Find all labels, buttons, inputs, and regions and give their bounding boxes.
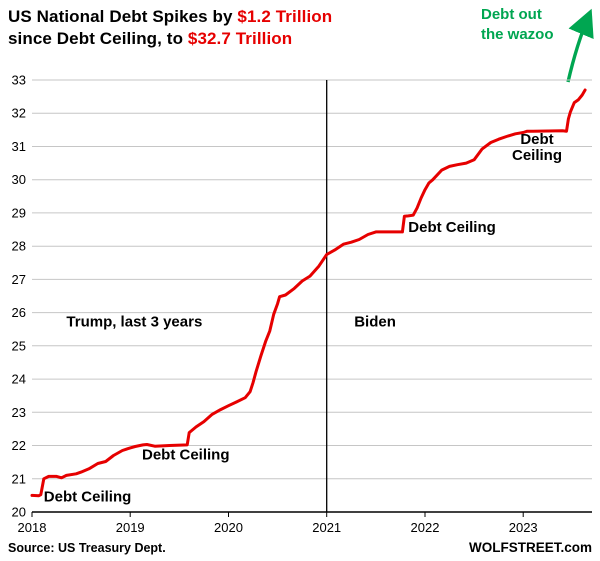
debt-wazoo-callout: Debt out the wazoo <box>481 5 554 44</box>
chart-annotation: Biden <box>354 314 396 331</box>
title-text-2: since Debt Ceiling, to <box>8 29 188 49</box>
debt-line <box>30 88 587 498</box>
y-tick-label: 31 <box>12 139 26 154</box>
x-tick-label: 2022 <box>411 520 440 535</box>
title-line-1: US National Debt Spikes by $1.2 Trillion <box>8 6 332 28</box>
x-tick-label: 2020 <box>214 520 243 535</box>
chart-annotation: Debt <box>520 131 553 148</box>
y-tick-label: 33 <box>12 73 26 88</box>
y-tick-label: 20 <box>12 505 26 520</box>
source-label: Source: US Treasury Dept. <box>8 541 166 555</box>
y-tick-label: 23 <box>12 405 26 420</box>
x-tick-label: 2021 <box>312 520 341 535</box>
title-highlight-2: $32.7 Trillion <box>187 29 293 49</box>
chart-annotation: Trump, last 3 years <box>66 314 202 331</box>
brand-label: WOLFSTREET.com <box>468 540 592 555</box>
y-tick-label: 30 <box>12 172 26 187</box>
callout-line-1: Debt out <box>481 6 542 23</box>
chart-annotation: Debt Ceiling <box>408 219 496 236</box>
title-line-2: since Debt Ceiling, to $32.7 Trillion <box>8 28 332 50</box>
y-tick-label: 32 <box>12 106 26 121</box>
y-tick-label: 29 <box>12 205 26 220</box>
x-tick-label: 2023 <box>509 520 538 535</box>
title-text-1: US National Debt Spikes by <box>8 7 238 26</box>
chart-annotation: Ceiling <box>512 147 562 164</box>
callout-line-2: the wazoo <box>481 25 554 43</box>
y-tick-label: 22 <box>12 438 26 453</box>
y-tick-label: 25 <box>12 338 26 353</box>
y-tick-label: 26 <box>12 305 26 320</box>
y-tick-label: 28 <box>12 239 26 254</box>
y-tick-label: 24 <box>12 372 26 387</box>
chart-annotation: Debt Ceiling <box>142 447 230 464</box>
y-tick-label: 21 <box>12 471 26 486</box>
title-highlight-1: $1.2 Trillion <box>237 7 333 26</box>
green-arrow-icon <box>566 8 594 83</box>
chart-title: US National Debt Spikes by $1.2 Trillion… <box>8 6 332 50</box>
y-tick-label: 27 <box>12 272 26 287</box>
chart-annotation: Debt Ceiling <box>44 488 132 505</box>
x-tick-label: 2019 <box>116 520 145 535</box>
x-tick-label: 2018 <box>18 520 47 535</box>
